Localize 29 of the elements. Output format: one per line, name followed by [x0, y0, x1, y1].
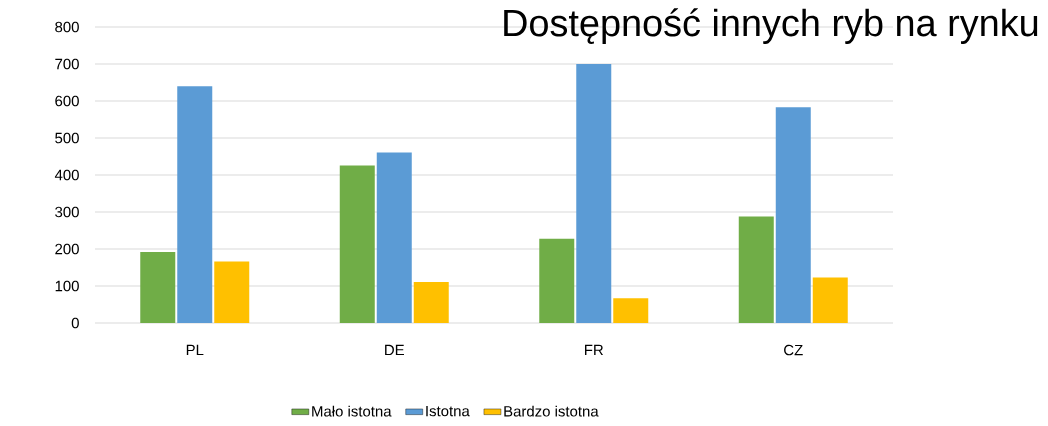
bar [177, 86, 213, 323]
bar [539, 238, 575, 323]
chart-title: Dostępność innych ryb na rynku [504, 8, 1038, 44]
bar [775, 107, 811, 323]
bar [339, 165, 375, 323]
legend-label: Bardzo istotna [504, 405, 599, 417]
x-tick-label: PL [186, 344, 204, 356]
y-tick-label: 600 [55, 95, 79, 107]
bar [613, 298, 649, 323]
y-tick-label: 500 [55, 132, 79, 144]
x-tick-label: FR [585, 344, 604, 356]
y-tick-label: 200 [55, 243, 79, 255]
bar [738, 216, 774, 323]
x-tick-label: CZ [784, 344, 803, 356]
y-tick-label: 300 [55, 206, 79, 218]
bar [812, 277, 848, 323]
x-tick-label: DE [385, 344, 404, 356]
legend-label: Istotna [426, 405, 470, 417]
bar [214, 261, 250, 323]
bar [140, 251, 176, 323]
legend-label: Mało istotna [312, 405, 392, 417]
y-tick-label: 400 [54, 169, 79, 181]
bar [376, 152, 412, 323]
y-tick-label: 700 [55, 58, 79, 70]
y-tick-label: 0 [71, 317, 79, 329]
bar [413, 281, 449, 323]
y-tick-label: 800 [55, 21, 79, 33]
bar [576, 64, 612, 323]
y-tick-label: 100 [55, 280, 79, 292]
